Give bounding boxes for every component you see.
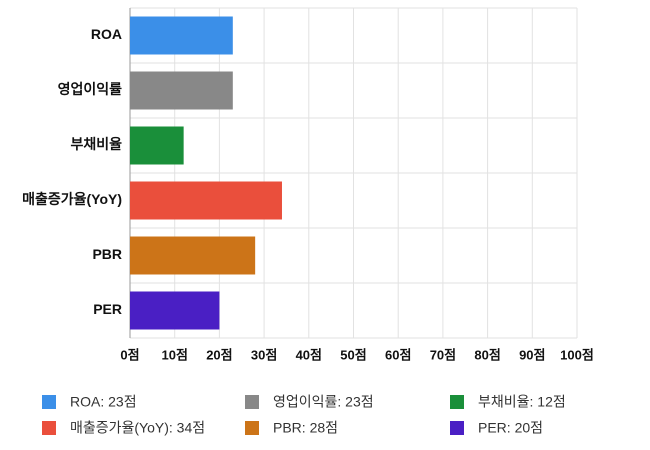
x-tick-label: 50점 — [340, 347, 366, 362]
y-tick-label: 영업이익률 — [58, 81, 123, 97]
legend-swatch — [450, 421, 464, 435]
x-tick-label: 40점 — [296, 347, 322, 362]
legend-label: PER: 20점 — [478, 420, 543, 436]
x-tick-label: 10점 — [161, 347, 187, 362]
legend-label: 매출증가율(YoY): 34점 — [70, 420, 205, 436]
legend-label: 부채비율: 12점 — [478, 394, 566, 410]
bar — [130, 181, 282, 220]
x-tick-label: 0점 — [120, 347, 139, 362]
legend-swatch — [450, 395, 464, 409]
bar — [130, 126, 184, 165]
x-tick-label: 30점 — [251, 347, 277, 362]
legend-swatch — [245, 421, 259, 435]
y-tick-label: PER — [93, 301, 122, 317]
x-tick-label: 100점 — [560, 347, 594, 362]
x-tick-label: 60점 — [385, 347, 411, 362]
bar — [130, 236, 256, 275]
bar — [130, 16, 233, 55]
x-tick-label: 70점 — [430, 347, 456, 362]
legend-swatch — [42, 395, 56, 409]
y-tick-label: ROA — [91, 26, 122, 42]
legend-swatch — [245, 395, 259, 409]
bar — [130, 71, 233, 110]
y-tick-label: 매출증가율(YoY) — [22, 191, 122, 207]
legend-label: PBR: 28점 — [273, 420, 338, 436]
legend-label: 영업이익률: 23점 — [273, 394, 374, 410]
y-tick-label: 부채비율 — [70, 136, 122, 152]
y-tick-label: PBR — [92, 246, 122, 262]
legend-label: ROA: 23점 — [70, 394, 137, 410]
x-tick-label: 80점 — [474, 347, 500, 362]
legend-swatch — [42, 421, 56, 435]
x-tick-label: 90점 — [519, 347, 545, 362]
x-tick-label: 20점 — [206, 347, 232, 362]
bar — [130, 291, 220, 330]
